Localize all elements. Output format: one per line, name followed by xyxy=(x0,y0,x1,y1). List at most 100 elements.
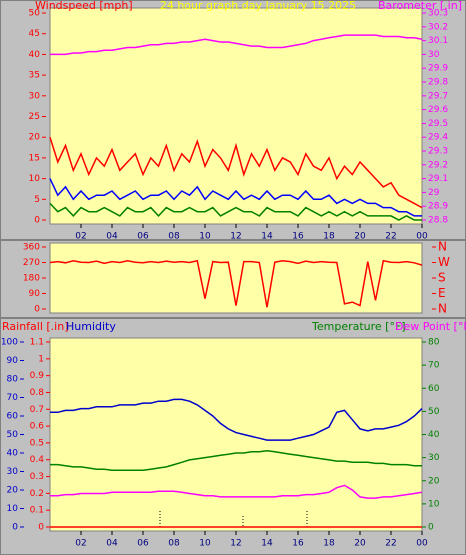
x-tick-label: 00 xyxy=(416,539,428,549)
y3-tick-label: 1 xyxy=(38,354,44,364)
y-tick-label: 30 xyxy=(7,467,19,477)
series-label: Dew Point [°F] xyxy=(395,320,466,333)
x-tick-label: 20 xyxy=(354,539,366,549)
series-label: Temperature [°F] xyxy=(311,320,406,333)
series-label: Rainfall [.in] xyxy=(2,320,69,333)
y-tick-label: 60 xyxy=(7,412,19,422)
series-line xyxy=(49,259,423,308)
x-tick-label: 22 xyxy=(385,539,396,549)
y2-tick-label: E xyxy=(438,286,446,300)
y2-tick-label: N xyxy=(438,302,447,316)
y-tick-label: 270 xyxy=(23,258,40,268)
y2-tick-label: 29.3 xyxy=(428,147,448,157)
y-tick-label: 360 xyxy=(23,243,40,253)
x-tick-label: 04 xyxy=(106,539,118,549)
x-tick-label: 12 xyxy=(230,232,241,242)
y3-tick-label: 0.9 xyxy=(30,371,45,381)
y-tick-label: 180 xyxy=(23,274,40,284)
y-tick-label: 70 xyxy=(7,393,19,403)
series-label: Humidity xyxy=(66,320,116,333)
chart-title: 24 hour graph day January 15 2025 xyxy=(160,0,356,12)
y2-tick-label: N xyxy=(438,240,447,254)
y2-tick-label: 30 xyxy=(428,50,440,60)
y3-tick-label: 0.7 xyxy=(30,405,44,415)
series-line xyxy=(49,178,422,217)
y2-tick-label: 29.7 xyxy=(428,91,448,101)
series-line xyxy=(50,449,422,472)
x-tick-label: 22 xyxy=(385,232,396,242)
y3-tick-label: 1.1 xyxy=(30,338,44,348)
y-tick-label: 90 xyxy=(29,289,41,299)
y2-tick-label: 30.1 xyxy=(428,36,448,46)
y2-tick-label: 0 xyxy=(428,523,434,533)
plot-area xyxy=(49,337,423,532)
y2-tick-label: 29.8 xyxy=(428,78,448,88)
y2-tick-label: 70 xyxy=(428,361,440,371)
y-tick-label: 15 xyxy=(29,153,40,163)
y2-tick-label: S xyxy=(438,271,446,285)
x-tick-label: 16 xyxy=(292,232,304,242)
y3-tick-label: 0.8 xyxy=(30,388,45,398)
x-tick-label: 02 xyxy=(75,539,86,549)
y2-tick-label: 30.2 xyxy=(428,22,448,32)
series-line xyxy=(50,398,423,441)
y3-tick-label: 0.3 xyxy=(30,472,44,482)
y-tick-label: 20 xyxy=(7,486,19,496)
y-tick-label: 100 xyxy=(1,338,18,348)
x-tick-label: 02 xyxy=(75,232,86,242)
y-tick-label: 40 xyxy=(7,449,19,459)
y-tick-label: 35 xyxy=(29,71,40,81)
y2-tick-label: 29.5 xyxy=(428,119,448,129)
series-line xyxy=(49,202,422,221)
y-tick-label: 90 xyxy=(7,356,19,366)
y2-tick-label: 29 xyxy=(428,188,440,198)
y3-tick-label: 0.6 xyxy=(30,422,45,432)
y-tick-label: 30 xyxy=(29,91,41,101)
y-tick-label: 45 xyxy=(29,29,40,39)
y2-tick-label: 20 xyxy=(428,476,440,486)
y2-tick-label: 40 xyxy=(428,430,440,440)
y-tick-label: 0 xyxy=(34,216,40,226)
y3-tick-label: 0.4 xyxy=(30,455,45,465)
y-tick-label: 40 xyxy=(29,50,41,60)
y-tick-label: 10 xyxy=(7,504,19,514)
y3-tick-label: 0.1 xyxy=(30,506,44,516)
y-tick-label: 5 xyxy=(34,195,40,205)
y2-tick-label: 29.6 xyxy=(428,105,448,115)
series-line xyxy=(50,484,423,499)
y-tick-label: 50 xyxy=(29,9,41,19)
y-tick-label: 50 xyxy=(7,430,19,440)
y2-tick-label: 28.8 xyxy=(428,216,448,226)
y2-tick-label: 10 xyxy=(428,499,440,509)
y-tick-label: 10 xyxy=(29,174,41,184)
y3-tick-label: 0 xyxy=(38,523,44,533)
y2-tick-label: 30 xyxy=(428,453,440,463)
x-tick-label: 08 xyxy=(168,539,180,549)
y2-axis-label: Barometer [.in] xyxy=(378,0,462,12)
y2-tick-label: 29.1 xyxy=(428,174,448,184)
y2-tick-label: 28.9 xyxy=(428,202,448,212)
y-tick-label: 0 xyxy=(12,523,18,533)
x-tick-label: 20 xyxy=(354,232,366,242)
x-tick-label: 06 xyxy=(137,232,149,242)
y3-tick-label: 0.5 xyxy=(30,438,44,448)
y-tick-label: 80 xyxy=(7,375,19,385)
x-tick-label: 00 xyxy=(416,232,428,242)
x-tick-label: 14 xyxy=(261,539,273,549)
y-tick-label: 0 xyxy=(34,305,40,315)
y3-tick-label: 0.2 xyxy=(30,489,44,499)
y-axis-label: Windspeed [mph] xyxy=(35,0,133,12)
y2-tick-label: 60 xyxy=(428,384,440,394)
x-tick-label: 14 xyxy=(261,232,273,242)
x-tick-label: 16 xyxy=(292,539,304,549)
x-tick-label: 04 xyxy=(106,232,118,242)
y2-tick-label: 29.2 xyxy=(428,160,448,170)
x-tick-label: 06 xyxy=(137,539,149,549)
y2-tick-label: 29.9 xyxy=(428,64,448,74)
series-line xyxy=(49,136,423,209)
y-tick-label: 20 xyxy=(29,133,41,143)
x-tick-label: 18 xyxy=(323,232,335,242)
y2-tick-label: 29.4 xyxy=(428,133,448,143)
y2-tick-label: W xyxy=(438,255,450,269)
